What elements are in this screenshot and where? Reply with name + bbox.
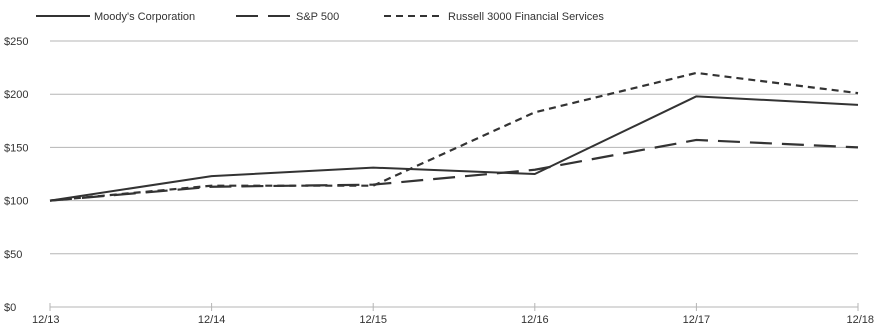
y-tick-label: $250 — [4, 36, 28, 48]
legend: Moody's Corporation S&P 500 Russell 3000 F… — [36, 11, 604, 23]
y-tick-label: $50 — [4, 249, 22, 261]
x-tick-label: 12/18 — [846, 314, 874, 325]
series-line-moody-s-corporation — [49, 95, 859, 202]
x-tick-label: 12/16 — [521, 314, 549, 325]
series-line-russell-3000-financial-services — [49, 71, 859, 202]
x-axis-tick-labels: 12/13 12/14 12/15 12/16 12/17 12/18 — [32, 303, 874, 325]
y-axis-tick-labels: $0 $50 $100 $150 $200 $250 — [4, 36, 28, 314]
legend-label: Moody's Corporation — [94, 11, 195, 23]
x-tick-label: 12/13 — [32, 314, 60, 325]
legend-label: S&P 500 — [296, 11, 339, 23]
x-tick-label: 12/17 — [683, 314, 711, 325]
series-lines — [49, 71, 859, 202]
y-tick-label: $150 — [4, 142, 28, 154]
y-tick-label: $200 — [4, 89, 28, 101]
y-tick-label: $100 — [4, 196, 28, 208]
gridlines — [50, 40, 858, 308]
x-tick-label: 12/15 — [359, 314, 387, 325]
legend-label: Russell 3000 Financial Services — [448, 11, 604, 23]
y-tick-label: $0 — [4, 302, 16, 314]
x-tick-label: 12/14 — [198, 314, 226, 325]
